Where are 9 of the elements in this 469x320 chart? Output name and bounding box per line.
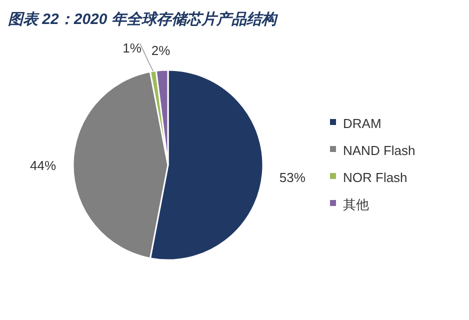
legend-label: NOR Flash xyxy=(343,170,408,185)
legend-label: 其他 xyxy=(343,197,369,212)
legend-label: NAND Flash xyxy=(343,143,416,158)
data-label: 1% xyxy=(122,40,142,56)
data-label: 2% xyxy=(151,43,171,58)
data-label: 53% xyxy=(279,170,306,185)
chart-title: 图表 22：2020 年全球存储芯片产品结构 xyxy=(8,10,278,28)
legend-label: DRAM xyxy=(343,116,382,131)
data-label: 44% xyxy=(30,158,56,173)
